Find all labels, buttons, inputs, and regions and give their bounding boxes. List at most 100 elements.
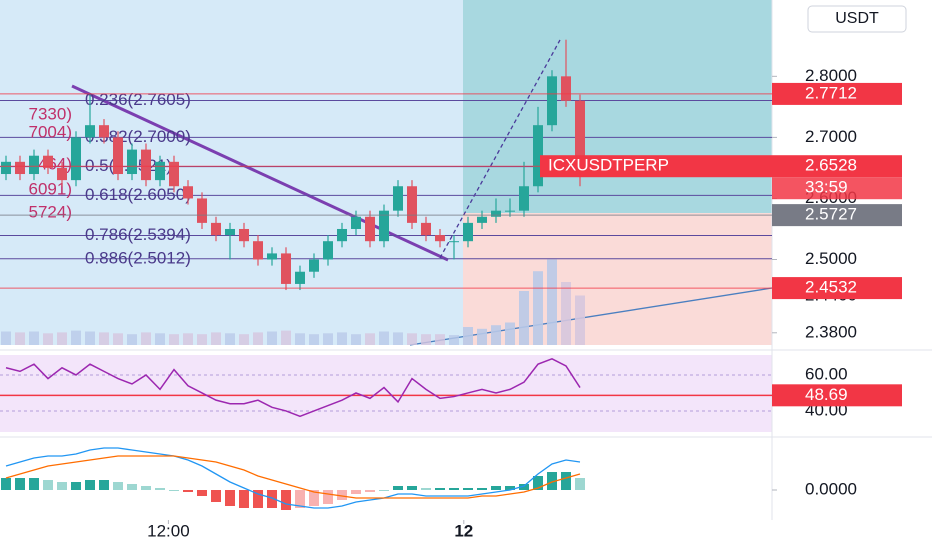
macd-histogram: [505, 486, 515, 490]
macd-histogram: [127, 484, 137, 490]
macd-histogram: [57, 482, 67, 490]
volume-bar: [351, 334, 361, 345]
volume-bar: [575, 295, 585, 345]
candle-body: [267, 253, 277, 260]
macd-histogram: [365, 490, 375, 492]
volume-bar: [547, 259, 557, 345]
macd-histogram: [323, 490, 333, 504]
volume-bar: [323, 333, 333, 345]
volume-bar: [253, 332, 263, 345]
fib-label-clipped: 5724): [29, 202, 72, 221]
fib-label: 0.618(2.6050): [85, 185, 191, 204]
macd-histogram: [183, 490, 193, 492]
candle-body: [1, 161, 11, 175]
macd-histogram: [477, 488, 487, 490]
price-tag-label: 2.7712: [805, 83, 857, 102]
macd-histogram: [253, 490, 263, 508]
candle-body: [323, 241, 333, 260]
volume-bar: [225, 333, 235, 345]
volume-bar: [15, 332, 25, 345]
volume-bar: [505, 322, 515, 345]
volume-bar: [113, 333, 123, 345]
candle-body: [309, 259, 319, 272]
y-tick-label: 2.7000: [805, 127, 857, 146]
macd-histogram: [533, 476, 543, 490]
rsi-tag-label: 48.69: [805, 385, 848, 404]
symbol-tag: [540, 155, 772, 178]
candle-body: [43, 155, 53, 168]
candle-body: [281, 253, 291, 284]
candle-body: [239, 228, 249, 242]
macd-histogram: [99, 480, 109, 490]
y-tick-label: 2.5000: [805, 249, 857, 268]
fib-label: 0.886(2.5012): [85, 248, 191, 267]
macd-histogram: [351, 490, 361, 494]
fib-label-clipped: 6091): [29, 179, 72, 198]
macd-histogram: [197, 490, 207, 496]
macd-histogram: [211, 490, 221, 502]
candle-body: [29, 155, 39, 175]
volume-bar: [127, 334, 137, 345]
macd-histogram: [1, 478, 11, 490]
volume-bar: [43, 333, 53, 345]
macd-histogram: [281, 490, 291, 510]
candle-body: [225, 228, 235, 236]
y-tick-label: 2.3800: [805, 322, 857, 341]
volume-bar: [463, 327, 473, 345]
macd-histogram: [547, 472, 557, 490]
volume-bar: [281, 330, 291, 345]
macd-histogram: [71, 482, 81, 490]
volume-bar: [365, 333, 375, 345]
signal-line: [5, 455, 581, 499]
volume-bar: [197, 334, 207, 345]
volume-bar: [29, 331, 39, 345]
macd-histogram: [141, 486, 151, 490]
volume-bar: [71, 330, 81, 345]
countdown: 33:59: [805, 178, 848, 197]
macd-histogram: [267, 490, 277, 508]
macd-histogram: [561, 472, 571, 490]
candle-body: [169, 161, 179, 187]
candle-body: [421, 222, 431, 236]
volume-bar: [421, 334, 431, 345]
macd-histogram: [491, 486, 501, 490]
candle-body: [295, 271, 305, 284]
plot-layer: 2.38002.44002.50002.60002.70002.80000.23…: [0, 39, 902, 540]
fib-label-clipped: 7330): [29, 104, 72, 123]
macd-histogram: [169, 490, 179, 491]
volume-bar: [57, 332, 67, 345]
target-zone: [463, 0, 772, 213]
volume-bar: [169, 334, 179, 345]
candle-body: [477, 216, 487, 223]
price-tag: [772, 277, 902, 300]
fib-label: 0.236(2.7605): [85, 90, 191, 109]
macd-histogram: [239, 490, 249, 508]
candle-body: [365, 216, 375, 242]
volume-bar: [379, 331, 389, 345]
macd-histogram: [435, 488, 445, 490]
macd-histogram: [85, 480, 95, 490]
volume-bar: [239, 334, 249, 345]
macd-histogram: [407, 486, 417, 490]
volume-bar: [295, 333, 305, 345]
rsi-tag: [772, 384, 902, 407]
volume-bar: [519, 291, 529, 345]
price-tag: [772, 82, 902, 105]
candle-body: [57, 167, 67, 181]
currency-label: USDT: [835, 10, 879, 27]
candle-body: [99, 125, 109, 138]
candle-body: [71, 137, 81, 181]
symbol-label: ICXUSDTPERP: [548, 156, 669, 175]
rsi-tick-label: 60.00: [805, 364, 848, 383]
fib-label: 0.786(2.5394): [85, 225, 191, 244]
macd-histogram: [337, 490, 347, 500]
candle-body: [575, 100, 585, 167]
candle-body: [197, 198, 207, 223]
y-tick-label: 2.8000: [805, 66, 857, 85]
currency-button[interactable]: [807, 5, 907, 33]
volume-bar: [337, 332, 347, 345]
volume-bar: [211, 332, 221, 345]
candle-body: [155, 161, 165, 181]
volume-bar: [533, 271, 543, 345]
